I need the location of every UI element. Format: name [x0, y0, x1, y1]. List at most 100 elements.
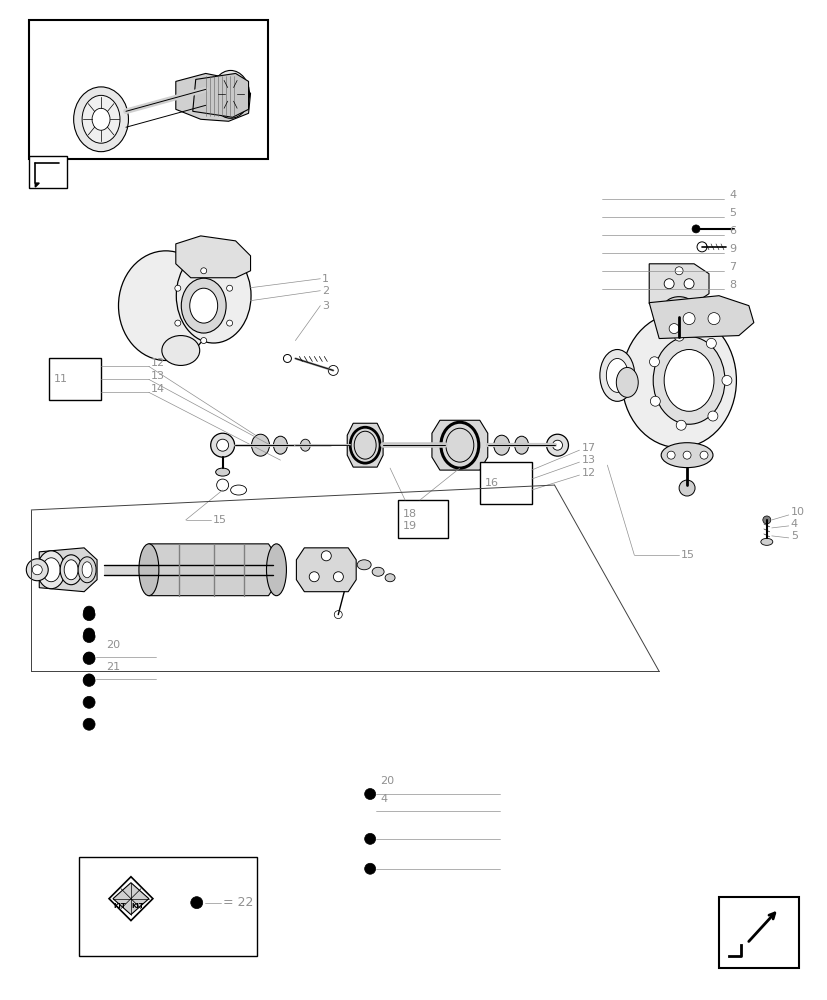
Ellipse shape	[231, 485, 246, 495]
Polygon shape	[175, 73, 251, 121]
Text: 21: 21	[106, 662, 120, 672]
Circle shape	[210, 433, 234, 457]
Text: 3: 3	[322, 301, 329, 311]
Polygon shape	[432, 420, 487, 470]
Ellipse shape	[224, 87, 237, 102]
Circle shape	[83, 718, 95, 730]
Circle shape	[327, 365, 338, 375]
Bar	[104, 565, 273, 575]
Text: 4: 4	[790, 519, 797, 529]
Circle shape	[83, 631, 95, 643]
Text: 11: 11	[54, 374, 68, 384]
Ellipse shape	[283, 354, 291, 362]
Circle shape	[696, 242, 706, 252]
Circle shape	[308, 572, 319, 582]
Circle shape	[674, 267, 682, 275]
Circle shape	[200, 268, 207, 274]
Polygon shape	[112, 883, 149, 915]
Ellipse shape	[60, 555, 82, 585]
Ellipse shape	[189, 288, 218, 323]
Circle shape	[649, 396, 659, 406]
Ellipse shape	[661, 443, 712, 468]
Ellipse shape	[760, 538, 772, 545]
Circle shape	[648, 357, 658, 367]
Ellipse shape	[599, 350, 634, 401]
Ellipse shape	[82, 95, 120, 143]
Text: 19: 19	[403, 521, 417, 531]
Text: 7: 7	[728, 262, 735, 272]
Circle shape	[83, 696, 95, 708]
Ellipse shape	[139, 544, 159, 596]
Circle shape	[364, 789, 375, 799]
Text: 17: 17	[581, 443, 595, 453]
Circle shape	[676, 420, 686, 430]
Circle shape	[721, 375, 731, 385]
Circle shape	[32, 565, 42, 575]
Text: 2: 2	[322, 286, 329, 296]
Ellipse shape	[493, 435, 509, 455]
Ellipse shape	[371, 567, 384, 576]
Ellipse shape	[615, 367, 638, 397]
Ellipse shape	[42, 558, 60, 582]
Circle shape	[227, 320, 232, 326]
Ellipse shape	[74, 87, 128, 152]
Ellipse shape	[37, 551, 65, 589]
Ellipse shape	[218, 78, 243, 110]
Polygon shape	[347, 423, 383, 467]
Circle shape	[683, 279, 693, 289]
Text: 12: 12	[581, 468, 595, 478]
Circle shape	[364, 863, 375, 874]
Polygon shape	[39, 548, 97, 592]
Circle shape	[699, 451, 707, 459]
Circle shape	[678, 480, 694, 496]
Circle shape	[84, 674, 94, 685]
Circle shape	[174, 320, 180, 326]
Circle shape	[668, 331, 688, 351]
Text: 12: 12	[151, 358, 165, 368]
Ellipse shape	[356, 560, 370, 570]
Circle shape	[707, 411, 717, 421]
Ellipse shape	[82, 562, 92, 578]
Circle shape	[83, 674, 95, 686]
Text: 10: 10	[790, 507, 804, 517]
Circle shape	[334, 611, 342, 619]
Ellipse shape	[514, 436, 528, 454]
Text: 6: 6	[728, 226, 735, 236]
Bar	[718, 897, 798, 968]
Circle shape	[691, 225, 699, 233]
Circle shape	[668, 324, 678, 334]
Circle shape	[174, 285, 180, 291]
Circle shape	[321, 551, 331, 561]
Circle shape	[84, 628, 94, 639]
Bar	[29, 156, 67, 188]
Circle shape	[83, 609, 95, 621]
Polygon shape	[109, 877, 153, 921]
Text: 13: 13	[581, 455, 595, 465]
Circle shape	[673, 331, 683, 341]
Ellipse shape	[92, 108, 110, 130]
Ellipse shape	[663, 297, 693, 317]
Text: KIT: KIT	[131, 903, 144, 909]
Circle shape	[83, 652, 95, 664]
Circle shape	[84, 606, 94, 617]
Text: 20: 20	[380, 776, 394, 786]
Text: 14: 14	[151, 384, 165, 394]
Text: 13: 13	[151, 371, 165, 381]
Ellipse shape	[621, 313, 735, 448]
Circle shape	[705, 338, 715, 348]
Circle shape	[663, 279, 673, 289]
Polygon shape	[175, 236, 251, 278]
Text: 20: 20	[106, 640, 120, 650]
Text: 15: 15	[681, 550, 694, 560]
Circle shape	[762, 516, 770, 524]
Circle shape	[200, 338, 207, 344]
Circle shape	[84, 652, 94, 663]
Bar	[79, 857, 256, 956]
Polygon shape	[648, 264, 708, 304]
Polygon shape	[36, 183, 39, 187]
Polygon shape	[193, 73, 248, 117]
Ellipse shape	[118, 251, 213, 360]
Text: 8: 8	[728, 280, 735, 290]
Ellipse shape	[300, 439, 310, 451]
Circle shape	[546, 434, 568, 456]
